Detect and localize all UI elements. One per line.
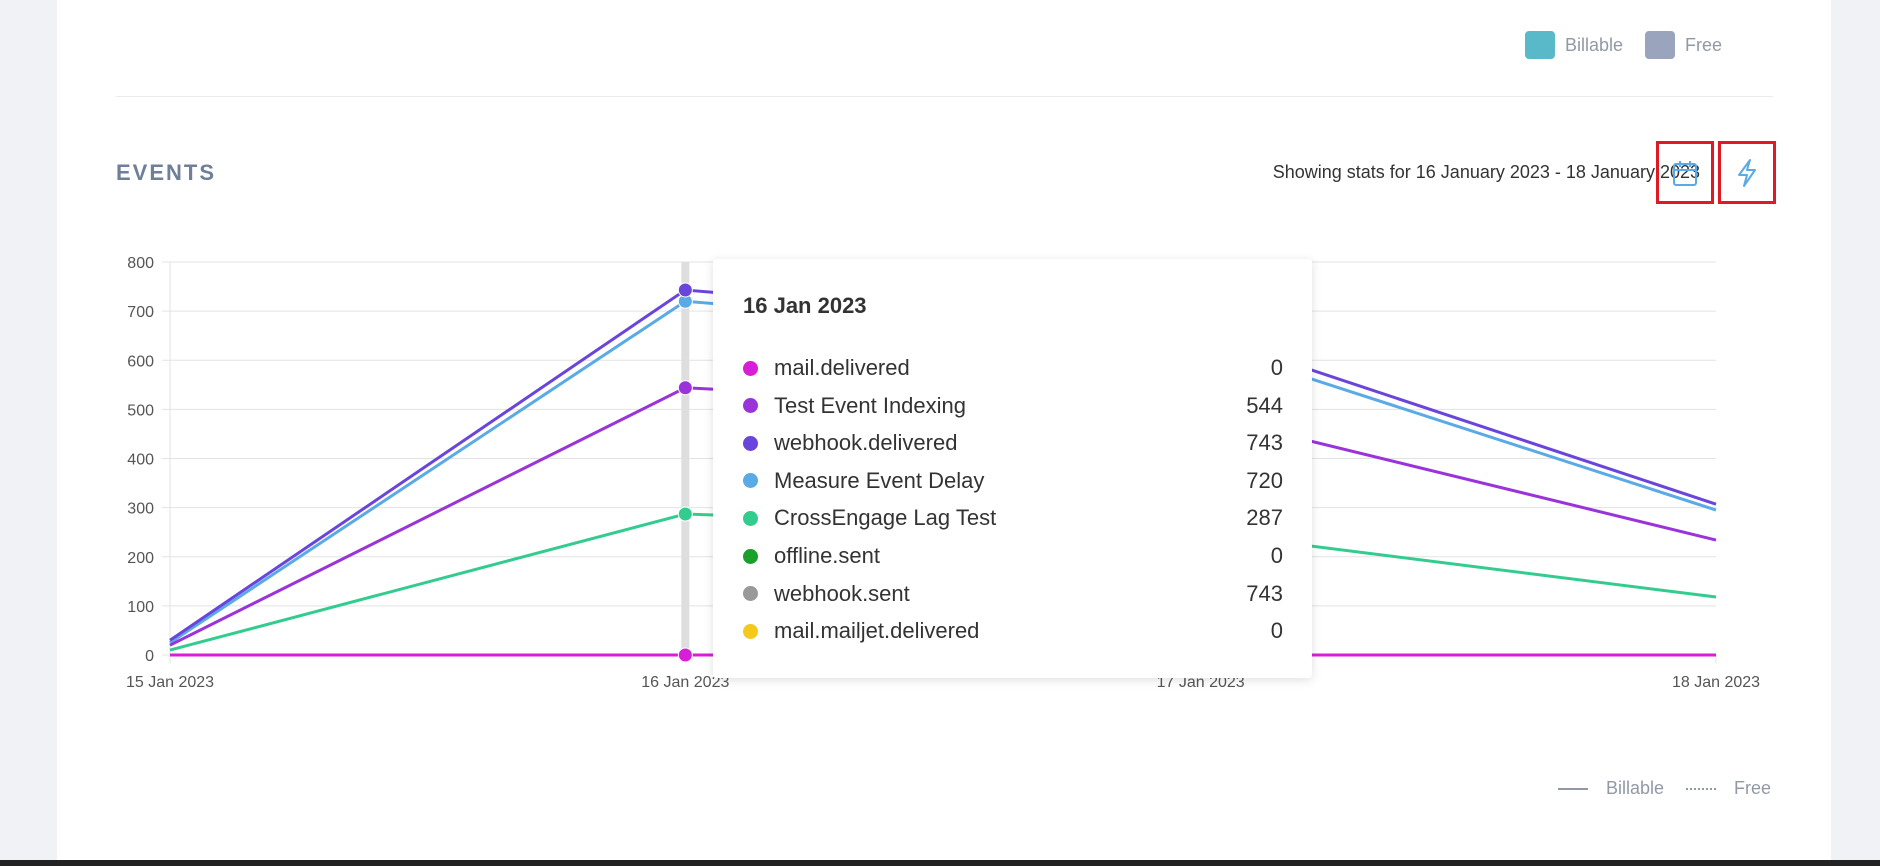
tooltip-series-name: mail.delivered (774, 355, 910, 380)
x-tick-label: 18 Jan 2023 (1672, 674, 1760, 691)
series-color-dot (743, 435, 758, 451)
tooltip-row: mail.mailjet.delivered 0 (743, 616, 1283, 646)
series-color-dot (743, 360, 758, 376)
y-tick-label: 800 (127, 255, 154, 272)
chart-tooltip: 16 Jan 2023 mail.delivered 0 Test Event In… (713, 259, 1312, 678)
legend-billable[interactable]: Billable (1524, 31, 1623, 59)
tooltip-series-value: 287 (1246, 505, 1283, 531)
series-color-dot (743, 473, 758, 489)
live-mode-button[interactable] (1718, 141, 1776, 204)
y-tick-label: 300 (127, 501, 154, 518)
top-legend: Billable Free (1524, 31, 1722, 59)
series-point (677, 647, 693, 663)
tooltip-date: 16 Jan 2023 (743, 293, 867, 318)
tooltip-row: mail.delivered 0 (743, 353, 1283, 383)
x-tick-label: 17 Jan 2023 (1157, 674, 1245, 691)
calendar-icon (1673, 160, 1697, 186)
tooltip-series-name: CrossEngage Lag Test (774, 505, 997, 531)
series-color-dot (743, 548, 758, 564)
hover-points (677, 282, 693, 663)
date-range-button[interactable] (1656, 141, 1714, 204)
tooltip-series-name: Test Event Indexing (774, 392, 967, 418)
tooltip-series-value: 0 (1270, 618, 1283, 644)
tooltip-row: webhook.sent 743 (743, 579, 1283, 609)
billable-swatch (1524, 31, 1555, 59)
tooltip-series-name: webhook.sent (774, 580, 910, 606)
series-point (677, 380, 693, 396)
events-title: EVENTS (116, 160, 217, 185)
tooltip-series-name: webhook.delivered (774, 430, 958, 456)
solid-line-sample (1557, 787, 1588, 790)
y-tick-label: 600 (127, 353, 154, 370)
tooltip-series-value: 720 (1246, 467, 1283, 493)
series-color-dot (743, 398, 758, 414)
series-color-dot (743, 623, 758, 639)
y-axis-ticks: 0 100 200 300 400 500 600 700 800 (127, 255, 154, 665)
x-tick-label: 16 Jan 2023 (641, 674, 729, 691)
y-tick-label: 400 (127, 452, 154, 469)
section-divider (116, 96, 1773, 97)
legend-billable-label: Billable (1564, 34, 1623, 55)
x-tick-label: 15 Jan 2023 (126, 674, 214, 691)
stats-date-range: Showing stats for 16 January 2023 - 18 J… (1272, 162, 1700, 182)
tooltip-row: Test Event Indexing 544 (743, 391, 1283, 421)
tooltip-series-value: 743 (1246, 580, 1283, 606)
series-point (677, 506, 693, 522)
free-swatch (1644, 31, 1675, 59)
tooltip-series-name: mail.mailjet.delivered (774, 618, 980, 644)
y-tick-label: 100 (127, 599, 154, 616)
tooltip-series-value: 0 (1270, 543, 1283, 568)
tooltip-row: Measure Event Delay 720 (743, 466, 1283, 496)
tooltip-series-name: Measure Event Delay (774, 467, 985, 493)
bottom-edge (0, 860, 1880, 866)
legend-free-label: Free (1684, 34, 1722, 55)
legend-free[interactable]: Free (1644, 31, 1722, 59)
legend-bottom-free-label: Free (1733, 778, 1771, 798)
legend-line-billable[interactable]: Billable (1557, 778, 1664, 799)
tooltip-row: offline.sent 0 (743, 541, 1283, 571)
legend-bottom-billable-label: Billable (1605, 778, 1664, 798)
series-color-dot (743, 586, 758, 602)
lightning-bolt-icon (1738, 158, 1756, 187)
tooltip-series-name: offline.sent (774, 543, 881, 568)
y-tick-label: 500 (127, 402, 154, 419)
y-tick-label: 0 (145, 648, 154, 665)
bottom-legend: Billable Free (1557, 778, 1771, 799)
tooltip-series-value: 0 (1270, 355, 1283, 380)
series-point (677, 282, 693, 298)
y-tick-label: 200 (127, 550, 154, 567)
tooltip-row: CrossEngage Lag Test 287 (743, 503, 1283, 533)
dotted-line-sample (1685, 787, 1716, 790)
legend-line-free[interactable]: Free (1685, 778, 1771, 799)
x-axis-ticks: 15 Jan 2023 16 Jan 2023 17 Jan 2023 18 Jan … (126, 674, 1760, 691)
tooltip-row: webhook.delivered 743 (743, 428, 1283, 458)
tooltip-series-value: 743 (1246, 430, 1283, 456)
series-color-dot (743, 510, 758, 526)
hover-highlight-band (681, 262, 690, 655)
tooltip-series-value: 544 (1246, 392, 1283, 418)
y-tick-label: 700 (127, 304, 154, 321)
